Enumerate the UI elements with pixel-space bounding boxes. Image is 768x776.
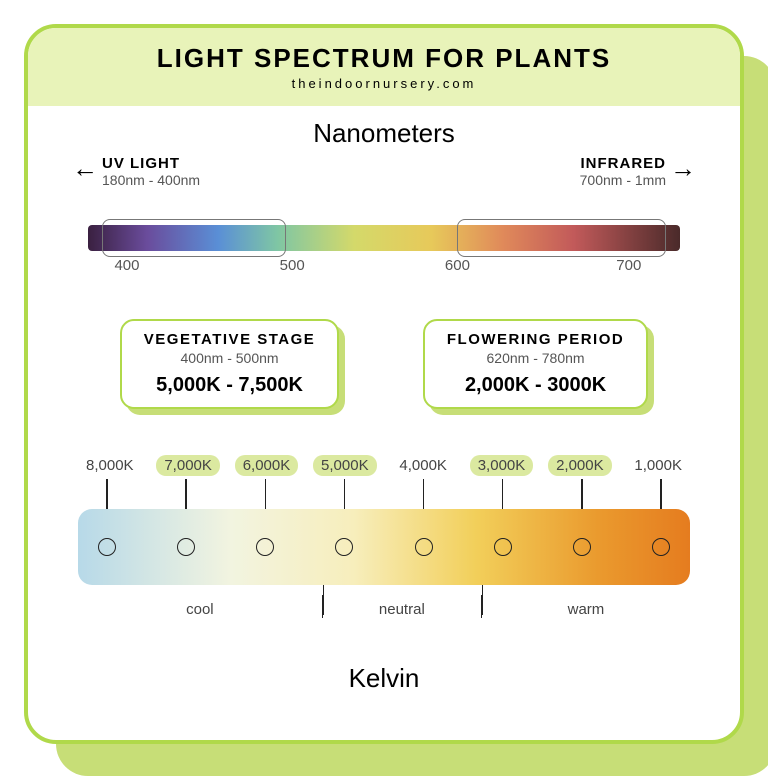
card-inner: FLOWERING PERIOD 620nm - 780nm 2,000K - … (423, 319, 648, 409)
arrow-right-icon: → (670, 155, 696, 181)
card-inner: VEGETATIVE STAGE 400nm - 500nm 5,000K - … (120, 319, 340, 409)
nm-tick: 500 (280, 257, 305, 274)
nanometers-title: Nanometers (28, 118, 740, 149)
vegetative-card: VEGETATIVE STAGE 400nm - 500nm 5,000K - … (120, 319, 340, 409)
kelvin-marker (494, 538, 512, 556)
kelvin-regions: coolneutralwarm (78, 595, 690, 618)
kelvin-label: 8,000K (78, 455, 142, 476)
kelvin-labels: 8,000K 7,000K 6,000K 5,000K 4,000K 3,000K 2,00… (78, 455, 690, 476)
ir-range-box (457, 219, 665, 257)
kelvin-marker (573, 538, 591, 556)
flowering-card: FLOWERING PERIOD 620nm - 780nm 2,000K - … (423, 319, 648, 409)
kelvin-marker (415, 538, 433, 556)
nm-tick: 600 (445, 257, 470, 274)
kelvin-region-label: neutral (323, 595, 482, 618)
nanometers-area: ← UV LIGHT 180nm - 400nm INFRARED 700nm … (78, 149, 690, 339)
kelvin-marker (652, 538, 670, 556)
arrow-left-icon: ← (72, 155, 98, 181)
card: LIGHT SPECTRUM FOR PLANTS theindoornurse… (24, 24, 744, 744)
kelvin-label: 5,000K (313, 455, 377, 476)
kelvin-label: 1,000K (626, 455, 690, 476)
kelvin-region-label: cool (78, 595, 323, 618)
kelvin-marker (335, 538, 353, 556)
kelvin-circles (78, 509, 690, 585)
header-band: LIGHT SPECTRUM FOR PLANTS theindoornurse… (28, 28, 740, 106)
kelvin-marker (177, 538, 195, 556)
uv-label: UV LIGHT 180nm - 400nm (102, 155, 200, 188)
source-url: theindoornursery.com (292, 76, 477, 91)
kelvin-label: 4,000K (391, 455, 455, 476)
kelvin-marker (256, 538, 274, 556)
kelvin-label: 6,000K (235, 455, 299, 476)
kelvin-title: Kelvin (28, 663, 740, 694)
uv-range-box (102, 219, 286, 257)
infrared-label: INFRARED 700nm - 1mm (580, 155, 666, 188)
infographic-card: LIGHT SPECTRUM FOR PLANTS theindoornurse… (24, 24, 744, 744)
page-title: LIGHT SPECTRUM FOR PLANTS (157, 43, 611, 74)
kelvin-marker (98, 538, 116, 556)
kelvin-label: 2,000K (548, 455, 612, 476)
kelvin-area: 8,000K 7,000K 6,000K 5,000K 4,000K 3,000K 2,00… (78, 455, 690, 645)
nm-tick: 700 (616, 257, 641, 274)
kelvin-label: 7,000K (156, 455, 220, 476)
nm-tick: 400 (114, 257, 139, 274)
kelvin-label: 3,000K (470, 455, 534, 476)
kelvin-region-label: warm (482, 595, 690, 618)
